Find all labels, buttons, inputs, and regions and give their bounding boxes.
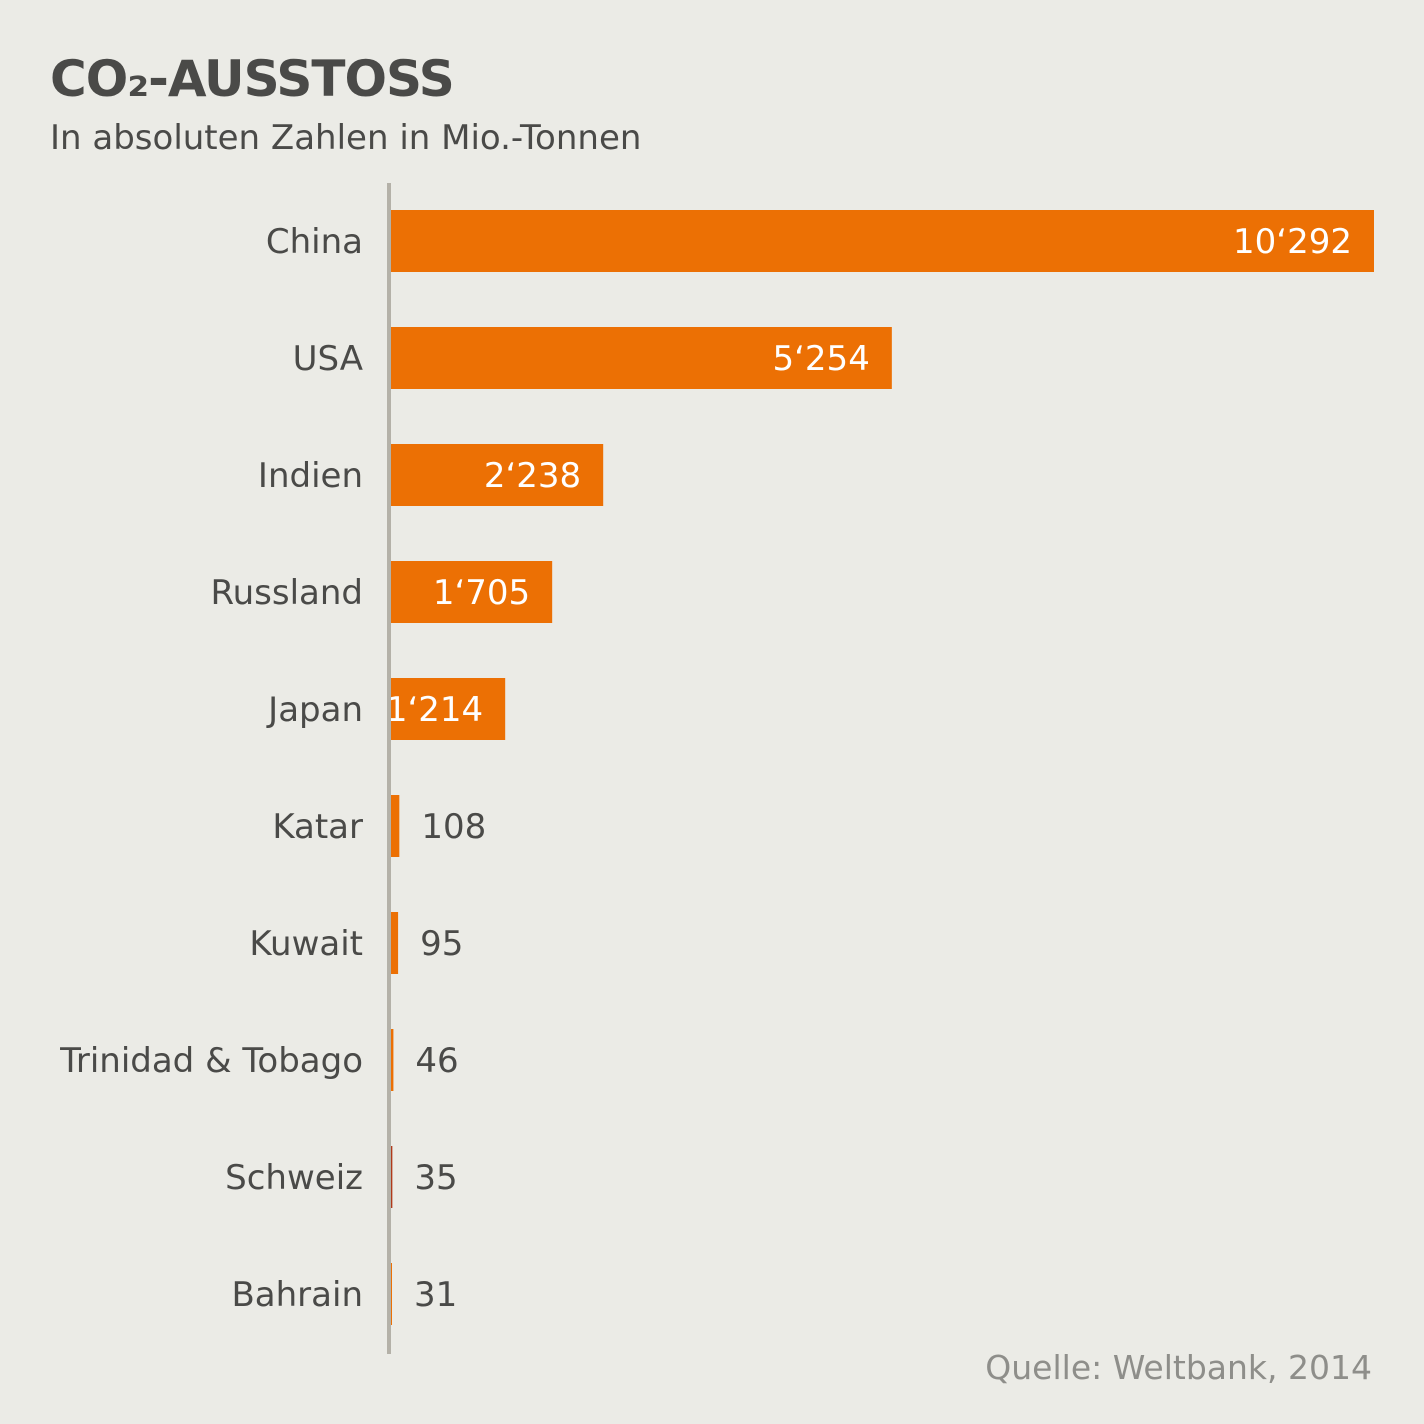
value-label: 10‘292 — [1233, 222, 1352, 262]
bar-china — [389, 210, 1374, 272]
chart-title: CO₂-AUSSTOSS — [50, 50, 455, 108]
value-label: 108 — [421, 807, 486, 847]
value-label: 46 — [415, 1041, 458, 1081]
category-label: Schweiz — [225, 1158, 363, 1198]
bar-trinidad-tobago — [389, 1029, 394, 1091]
value-label: 1‘705 — [433, 573, 530, 613]
category-label: Russland — [211, 573, 364, 613]
value-label: 31 — [414, 1275, 457, 1315]
bar-russland — [389, 561, 553, 623]
bar-usa — [389, 327, 892, 389]
category-label: Japan — [266, 690, 363, 730]
value-label: 5‘254 — [772, 339, 869, 379]
category-label: Trinidad & Tobago — [59, 1041, 363, 1081]
value-label: 95 — [420, 924, 463, 964]
category-label: Indien — [258, 456, 363, 496]
value-label: 35 — [414, 1158, 457, 1198]
category-label: Kuwait — [249, 924, 363, 964]
bar-japan — [389, 678, 506, 740]
category-label: USA — [293, 339, 363, 379]
value-label: 1‘214 — [386, 690, 483, 730]
value-label: 2‘238 — [484, 456, 581, 496]
bar-indien — [389, 444, 604, 506]
category-label: Katar — [272, 807, 363, 847]
source-note: Quelle: Weltbank, 2014 — [985, 1348, 1372, 1387]
chart-subtitle: In absoluten Zahlen in Mio.-Tonnen — [50, 118, 642, 158]
bar-katar — [389, 795, 400, 857]
bar-kuwait — [389, 912, 399, 974]
category-label: Bahrain — [231, 1275, 363, 1315]
category-label: China — [266, 222, 363, 262]
